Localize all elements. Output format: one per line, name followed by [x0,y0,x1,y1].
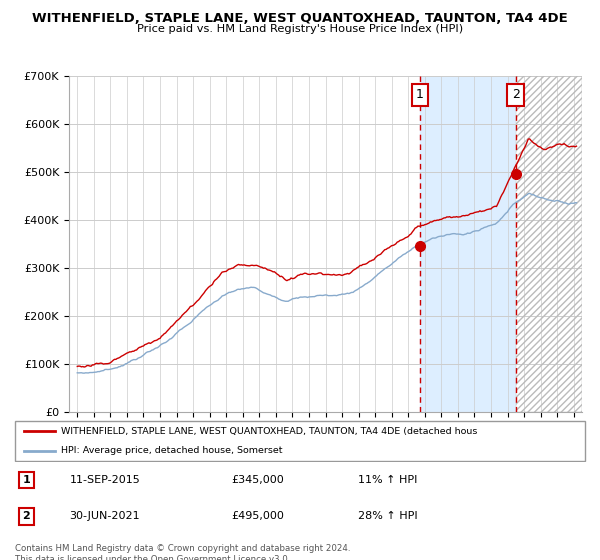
Text: 1: 1 [416,88,424,101]
Text: WITHENFIELD, STAPLE LANE, WEST QUANTOXHEAD, TAUNTON, TA4 4DE (detached hous: WITHENFIELD, STAPLE LANE, WEST QUANTOXHE… [61,427,478,436]
Bar [516,76,582,412]
FancyBboxPatch shape [15,421,585,461]
Text: Price paid vs. HM Land Registry's House Price Index (HPI): Price paid vs. HM Land Registry's House … [137,24,463,34]
Text: 11-SEP-2015: 11-SEP-2015 [70,475,140,485]
Text: £345,000: £345,000 [231,475,284,485]
Text: 1: 1 [23,475,30,485]
Bar [420,76,516,412]
Text: 28% ↑ HPI: 28% ↑ HPI [358,511,417,521]
Text: Contains HM Land Registry data © Crown copyright and database right 2024.
This d: Contains HM Land Registry data © Crown c… [15,544,350,560]
Text: 2: 2 [512,88,520,101]
Text: WITHENFIELD, STAPLE LANE, WEST QUANTOXHEAD, TAUNTON, TA4 4DE: WITHENFIELD, STAPLE LANE, WEST QUANTOXHE… [32,12,568,25]
Bar [516,76,582,412]
Text: 2: 2 [23,511,30,521]
Text: 30-JUN-2021: 30-JUN-2021 [70,511,140,521]
Text: HPI: Average price, detached house, Somerset: HPI: Average price, detached house, Some… [61,446,283,455]
Text: 11% ↑ HPI: 11% ↑ HPI [358,475,417,485]
Text: £495,000: £495,000 [231,511,284,521]
